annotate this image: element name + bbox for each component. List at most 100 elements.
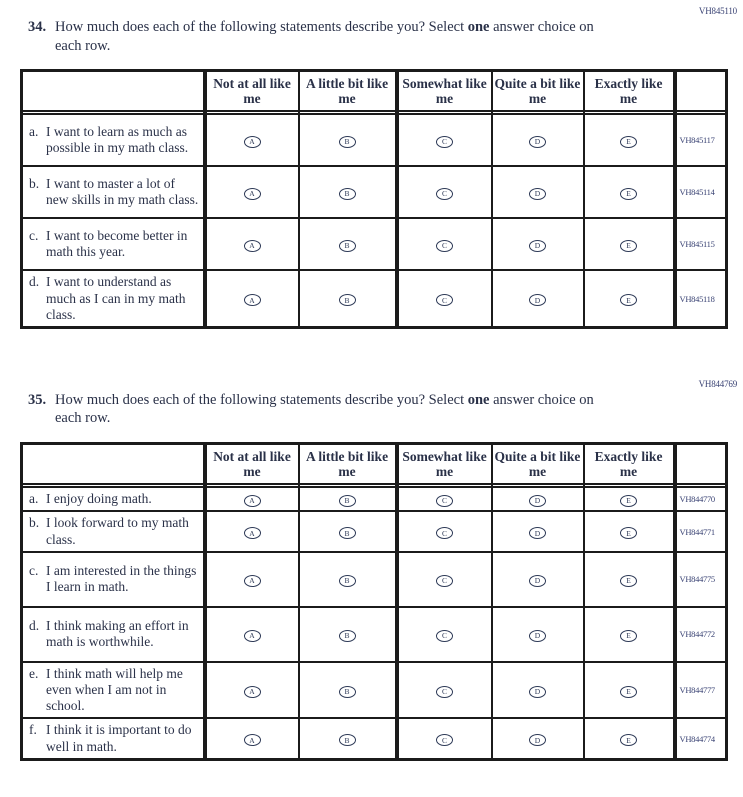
statement-row-a: a. I want to learn as much as possible in…: [20, 113, 728, 168]
option-bubble-c[interactable]: C: [436, 685, 453, 698]
option-bubble-d[interactable]: D: [529, 527, 546, 540]
statement-cell: f. I think it is important to do well in …: [20, 717, 206, 761]
column-header-not-at-all: Not at all like me: [202, 69, 300, 113]
option-bubble-e[interactable]: E: [620, 685, 637, 698]
option-bubble-b[interactable]: B: [338, 630, 356, 642]
option-bubble-b[interactable]: B: [338, 188, 356, 201]
option-bubble-e[interactable]: E: [620, 495, 637, 508]
option-bubble-a[interactable]: A: [243, 685, 261, 698]
option-bubble-d[interactable]: D: [529, 294, 546, 307]
option-bubble-b[interactable]: B: [338, 495, 356, 508]
option-bubble-d[interactable]: D: [529, 136, 546, 149]
option-bubble-c[interactable]: C: [436, 495, 453, 508]
option-cell: B: [297, 510, 398, 553]
option-bubble-b[interactable]: B: [338, 527, 356, 540]
option-cell: B: [297, 217, 398, 272]
option-bubble-c[interactable]: C: [436, 294, 453, 307]
statement-text: I think making an effort in math is wort…: [46, 618, 189, 650]
statement-cell: d. I want to understand as much as I can …: [20, 269, 206, 329]
prompt-start: How much does each of the following stat…: [55, 391, 468, 408]
statement-header-empty: [20, 69, 206, 113]
question-35-head: 35. How much does each of the following …: [28, 391, 743, 428]
option-cell: A: [202, 550, 300, 608]
option-bubble-e[interactable]: E: [620, 188, 637, 201]
column-header-quite-a-bit: Quite a bit like me: [490, 69, 585, 113]
prompt-start: How much does each of the following stat…: [55, 19, 468, 35]
option-bubble-c[interactable]: C: [436, 188, 453, 201]
option-bubble-a[interactable]: A: [243, 734, 261, 747]
option-bubble-d[interactable]: D: [529, 685, 546, 698]
option-bubble-d[interactable]: D: [529, 630, 546, 642]
option-bubble-a[interactable]: A: [243, 294, 261, 307]
option-bubble-c[interactable]: C: [436, 575, 453, 587]
statement-row-a: a. I enjoy doing math. A B C D E VH844770: [20, 486, 728, 513]
statement-row-b: b. I look forward to my math class. A B C…: [20, 510, 728, 553]
option-bubble-e[interactable]: E: [620, 630, 637, 642]
option-bubble-e[interactable]: E: [620, 294, 637, 307]
option-bubble-b[interactable]: B: [338, 734, 356, 747]
item-code: VH844770: [672, 486, 728, 513]
option-cell: E: [582, 717, 676, 761]
prompt-bold: one: [467, 391, 490, 408]
item-code: VH845118: [672, 269, 728, 329]
question-34-head: 34. How much does each of the following …: [28, 18, 743, 55]
item-code: VH844771: [672, 510, 728, 553]
row-label: a.: [29, 491, 39, 507]
option-bubble-d[interactable]: D: [529, 734, 546, 747]
option-bubble-e[interactable]: E: [620, 136, 637, 149]
option-cell: A: [202, 217, 300, 272]
statement-cell: b. I look forward to my math class.: [20, 510, 206, 553]
option-bubble-d[interactable]: D: [529, 575, 546, 587]
option-cell: D: [490, 217, 585, 272]
row-label: d.: [29, 274, 40, 290]
statement-row-d: d. I want to understand as much as I can …: [20, 269, 728, 329]
option-bubble-a[interactable]: A: [243, 188, 261, 201]
option-bubble-e[interactable]: E: [620, 575, 637, 587]
option-bubble-b[interactable]: B: [338, 685, 356, 698]
option-bubble-b[interactable]: B: [338, 136, 356, 149]
option-bubble-c[interactable]: C: [436, 630, 453, 642]
option-bubble-c[interactable]: C: [436, 734, 453, 747]
option-bubble-e[interactable]: E: [620, 527, 637, 540]
option-bubble-b[interactable]: B: [338, 240, 356, 253]
item-code: VH845115: [672, 217, 728, 272]
option-bubble-c[interactable]: C: [436, 240, 453, 253]
prompt-end: answer choice on each row.: [55, 391, 594, 427]
option-cell: D: [490, 113, 585, 168]
column-header-exactly-like: Exactly like me: [582, 442, 676, 486]
option-bubble-d[interactable]: D: [529, 240, 546, 253]
option-bubble-e[interactable]: E: [620, 240, 637, 253]
option-bubble-c[interactable]: C: [436, 527, 453, 540]
option-cell: D: [490, 165, 585, 220]
question-prompt: How much does each of the following stat…: [55, 391, 600, 428]
option-bubble-d[interactable]: D: [529, 188, 546, 201]
option-bubble-a[interactable]: A: [243, 495, 261, 508]
questionnaire-page: VH845110 34. How much does each of the f…: [20, 6, 743, 761]
option-bubble-a[interactable]: A: [243, 240, 261, 253]
option-cell: C: [394, 217, 493, 272]
option-cell: E: [582, 269, 676, 329]
item-code: VH844777: [672, 660, 728, 720]
option-bubble-a[interactable]: A: [243, 630, 261, 642]
option-cell: A: [202, 113, 300, 168]
response-grid-34: Not at all like me A little bit like me …: [20, 69, 728, 329]
option-bubble-c[interactable]: C: [436, 136, 453, 149]
column-header-exactly-like: Exactly like me: [582, 69, 676, 113]
header-row: Not at all like me A little bit like me …: [20, 442, 728, 486]
question-number: 35.: [28, 391, 47, 408]
option-bubble-e[interactable]: E: [620, 734, 637, 747]
option-bubble-a[interactable]: A: [243, 527, 261, 540]
option-cell: C: [394, 717, 493, 761]
header-separator: [20, 110, 728, 116]
option-bubble-b[interactable]: B: [338, 575, 356, 587]
statement-cell: b. I want to master a lot of new skills i…: [20, 165, 206, 220]
option-bubble-a[interactable]: A: [243, 136, 261, 149]
statement-text: I am interested in the things I learn in…: [46, 563, 197, 595]
prompt-end: answer choice on each row.: [55, 19, 594, 54]
option-bubble-d[interactable]: D: [529, 495, 546, 508]
option-bubble-b[interactable]: B: [338, 294, 356, 307]
statement-text: I look forward to my math class.: [46, 515, 189, 547]
statement-cell: e. I think math will help me even when I …: [20, 660, 206, 720]
option-bubble-a[interactable]: A: [243, 575, 261, 587]
column-header-not-at-all: Not at all like me: [202, 442, 300, 486]
